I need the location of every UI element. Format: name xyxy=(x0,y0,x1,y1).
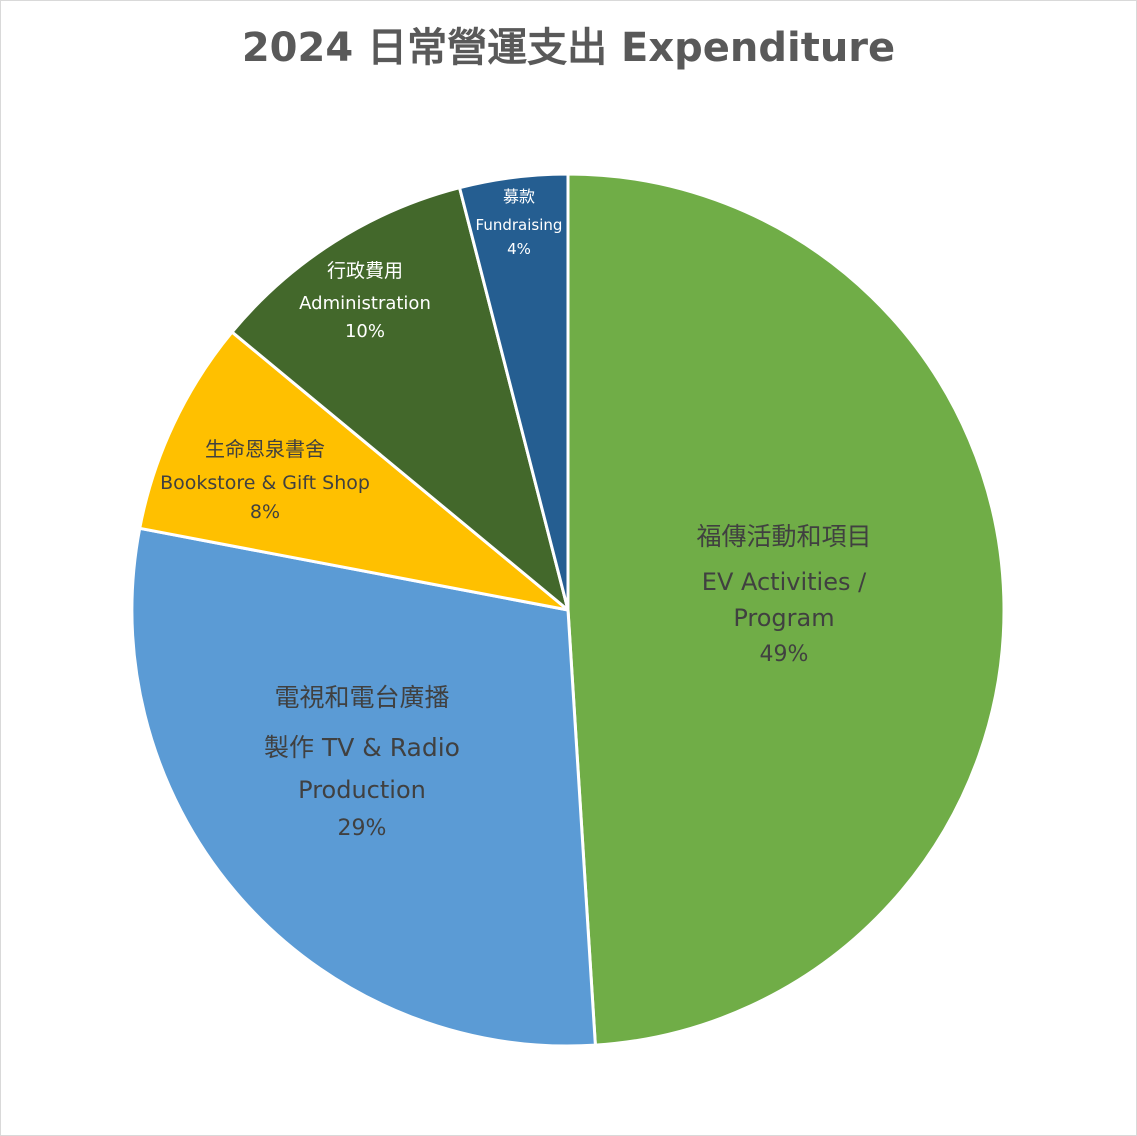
slice-label-0-line-2: Program xyxy=(733,604,834,632)
pie-slice-1 xyxy=(130,526,597,1048)
slice-label-1-line-3: 29% xyxy=(338,816,387,841)
slice-label-2-line-1: Bookstore & Gift Shop xyxy=(160,472,370,494)
slice-label-3-line-2: 10% xyxy=(345,321,385,342)
slice-label-0-line-3: 49% xyxy=(760,642,809,667)
slice-label-0: 福傳活動和項目 EV Activities / Program 49% xyxy=(696,522,871,667)
slice-label-4-line-1: Fundraising xyxy=(476,216,563,234)
slice-label-2: 生命恩泉書舍 Bookstore & Gift Shop 8% xyxy=(160,437,370,523)
slice-label-0-line-0: 福傳活動和項目 xyxy=(696,522,871,551)
pie-slices xyxy=(130,172,1006,1048)
slice-label-1-line-1: 製作 TV & Radio xyxy=(264,733,460,762)
slice-label-0-line-1: EV Activities / xyxy=(702,568,867,596)
slice-label-3-line-0: 行政費用 xyxy=(327,260,403,282)
pie-slice-0 xyxy=(566,172,1006,1047)
slice-label-1-line-0: 電視和電台廣播 xyxy=(274,683,449,712)
slice-label-3-line-1: Administration xyxy=(299,293,431,314)
slice-label-1: 電視和電台廣播製作 TV & Radio Production 29% xyxy=(264,683,460,841)
slice-label-4-line-2: 4% xyxy=(507,240,531,258)
slice-label-4-line-0: 募款 xyxy=(503,187,535,206)
slice-label-3: 行政費用 Administration 10% xyxy=(299,260,431,342)
slice-label-4: 募款 Fundraising 4% xyxy=(476,187,563,258)
slice-label-2-line-2: 8% xyxy=(250,501,280,523)
pie-labels: 福傳活動和項目 EV Activities / Program 49% 電視和電台廣播製… xyxy=(160,187,871,841)
pie-slice-3 xyxy=(230,186,570,612)
slice-label-2-line-0: 生命恩泉書舍 xyxy=(205,437,325,461)
slice-label-1-line-2: Production xyxy=(298,776,426,804)
pie-slice-4 xyxy=(458,172,570,612)
pie-slice-2 xyxy=(138,330,570,612)
chart-title: 2024 日常營運支出 Expenditure xyxy=(241,25,896,71)
